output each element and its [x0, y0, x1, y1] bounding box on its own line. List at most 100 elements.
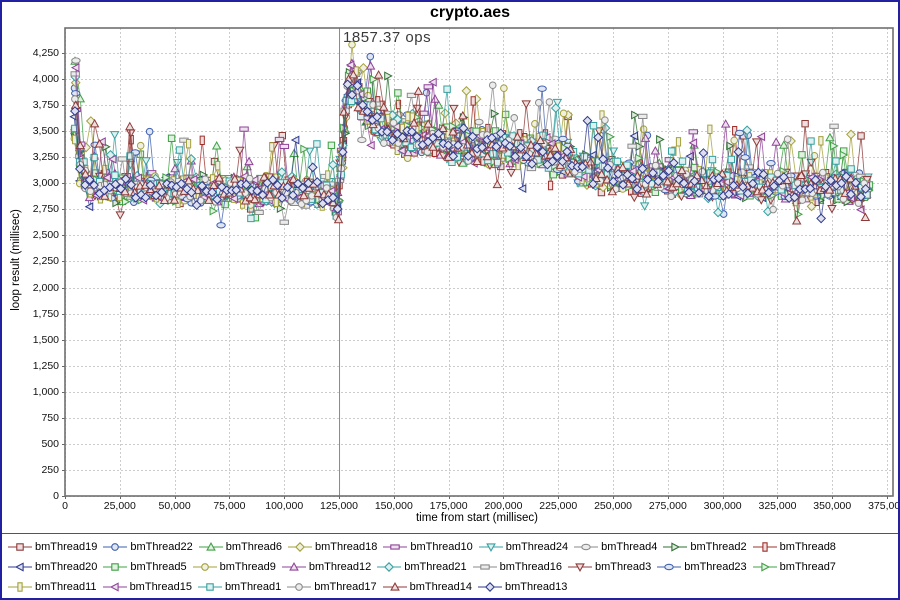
x-tick-label: 0: [62, 500, 68, 512]
legend-label: bmThread11: [35, 580, 97, 593]
y-tick-label: 1,250: [32, 359, 59, 372]
x-tick-label: 375,000: [868, 500, 900, 512]
legend-item-bmThread12: bmThread12: [281, 557, 372, 576]
legend-item-bmThread15: bmThread15: [102, 577, 192, 596]
legend-marker-icon: [752, 540, 777, 553]
throughput-annotation: 1857.37 ops: [343, 29, 432, 46]
x-tick-label: 100,000: [265, 500, 304, 512]
legend-marker-icon: [663, 540, 688, 553]
x-tick-label: 200,000: [484, 500, 523, 512]
legend-label: bmThread10: [410, 540, 473, 553]
y-tick-label: 0: [53, 490, 59, 502]
legend-label: bmThread5: [130, 560, 187, 573]
legend-marker-icon: [752, 560, 777, 573]
legend-item-bmThread3: bmThread3: [568, 557, 651, 576]
legend-item-bmThread16: bmThread16: [472, 557, 563, 576]
legend-item-bmThread10: bmThread10: [383, 537, 473, 556]
legend-label: bmThread20: [35, 560, 98, 573]
legend-item-bmThread9: bmThread9: [192, 557, 276, 576]
legend-marker-icon: [103, 560, 128, 573]
legend-marker-icon: [102, 580, 127, 593]
legend: bmThread19 bmThread22 bmThread6 bmThread18 b…: [2, 533, 898, 598]
x-tick-label: 225,000: [539, 500, 578, 512]
legend-label: bmThread22: [130, 540, 193, 553]
legend-marker-icon: [472, 560, 497, 573]
legend-label: bmThread14: [409, 580, 472, 593]
legend-marker-icon: [574, 540, 599, 553]
y-tick-label: 3,250: [32, 151, 59, 164]
legend-item-bmThread17: bmThread17: [287, 577, 377, 596]
legend-marker-icon: [377, 560, 402, 573]
legend-label: bmThread13: [504, 580, 568, 593]
x-tick-label: 325,000: [758, 500, 797, 512]
y-tick-label: 2,000: [32, 281, 59, 294]
y-tick-label: 2,250: [32, 255, 59, 268]
legend-label: bmThread2: [690, 540, 747, 553]
legend-item-bmThread13: bmThread13: [477, 577, 568, 596]
legend-marker-icon: [8, 580, 32, 593]
legend-item-bmThread8: bmThread8: [752, 537, 836, 556]
y-tick-label: 1,750: [32, 307, 59, 320]
legend-marker-icon: [478, 540, 503, 553]
legend-label: bmThread6: [225, 540, 283, 553]
legend-label: bmThread24: [505, 540, 569, 553]
x-tick-label: 50,000: [158, 500, 191, 512]
x-tick-label: 125,000: [320, 500, 358, 512]
legend-item-bmThread21: bmThread21: [377, 557, 467, 576]
y-tick-label: 500: [41, 437, 59, 450]
legend-item-bmThread4: bmThread4: [574, 537, 657, 556]
legend-marker-icon: [287, 580, 312, 593]
y-tick-label: 4,250: [32, 47, 59, 59]
legend-marker-icon: [103, 540, 128, 553]
legend-label: bmThread21: [404, 560, 467, 573]
y-tick-label: 2,500: [32, 229, 59, 242]
legend-item-bmThread18: bmThread18: [288, 537, 377, 556]
legend-item-bmThread20: bmThread20: [8, 557, 97, 576]
legend-label: bmThread15: [129, 580, 192, 593]
x-tick-label: 150,000: [374, 500, 413, 512]
legend-item-bmThread14: bmThread14: [382, 577, 472, 596]
legend-item-bmThread6: bmThread6: [198, 537, 283, 556]
legend-marker-icon: [197, 580, 222, 593]
y-tick-label: 3,750: [32, 99, 59, 112]
legend-item-bmThread1: bmThread1: [197, 577, 282, 596]
x-tick-label: 175,000: [429, 500, 468, 512]
legend-marker-icon: [8, 560, 32, 573]
legend-label: bmThread18: [315, 540, 378, 553]
legend-label: bmThread4: [601, 540, 658, 553]
x-tick-label: 250,000: [594, 500, 633, 512]
legend-item-bmThread7: bmThread7: [752, 557, 836, 576]
legend-label: bmThread9: [219, 560, 276, 573]
legend-marker-icon: [281, 560, 306, 573]
plot-canvas[interactable]: [2, 2, 898, 532]
legend-label: bmThread1: [224, 580, 282, 593]
legend-label: bmThread16: [499, 560, 563, 573]
y-tick-label: 1,000: [32, 385, 59, 398]
legend-label: bmThread19: [35, 540, 98, 553]
legend-item-bmThread2: bmThread2: [663, 537, 747, 556]
legend-label: bmThread8: [779, 540, 836, 553]
y-tick-label: 2,750: [32, 203, 59, 216]
legend-label: bmThread12: [308, 560, 372, 573]
x-tick-label: 25,000: [103, 500, 136, 512]
legend-marker-icon: [477, 580, 502, 593]
y-tick-label: 250: [41, 463, 59, 476]
legend-label: bmThread3: [595, 560, 652, 573]
legend-item-bmThread24: bmThread24: [478, 537, 569, 556]
legend-item-bmThread11: bmThread11: [8, 577, 97, 596]
legend-marker-icon: [568, 560, 593, 573]
legend-marker-icon: [383, 540, 408, 553]
legend-marker-icon: [288, 540, 313, 553]
legend-label: bmThread7: [779, 560, 836, 573]
legend-item-bmThread19: bmThread19: [8, 537, 97, 556]
legend-marker-icon: [657, 560, 682, 573]
x-tick-label: 300,000: [703, 500, 742, 512]
x-tick-label: 350,000: [813, 500, 852, 512]
y-tick-label: 750: [41, 411, 59, 424]
legend-label: bmThread17: [314, 580, 377, 593]
legend-marker-icon: [8, 540, 32, 553]
legend-marker-icon: [192, 560, 217, 573]
y-tick-label: 4,000: [32, 73, 59, 86]
y-tick-label: 3,500: [32, 125, 59, 138]
